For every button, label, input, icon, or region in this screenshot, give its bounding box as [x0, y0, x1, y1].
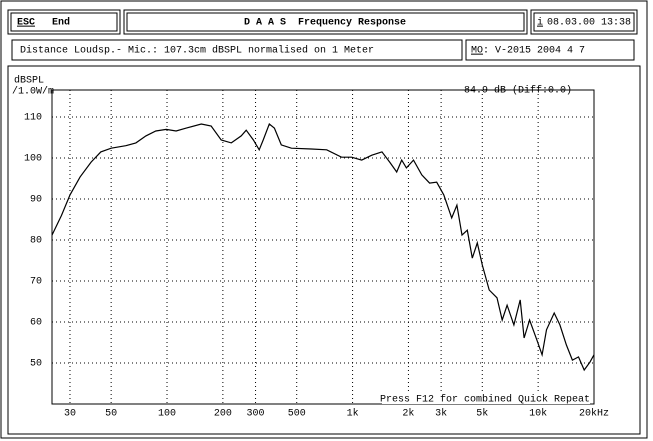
model: : V-2015 2004 4 7 — [483, 46, 585, 57]
level-annotation: 84.9 dB (Diff:0.0) — [464, 85, 572, 97]
y-axis-label: dBSPL — [14, 75, 44, 87]
x-tick-label: 30 — [64, 409, 76, 420]
x-tick-label: 1k — [347, 408, 359, 420]
esc-inner — [10, 12, 118, 32]
x-tick-label: 5k — [476, 408, 488, 420]
response-curve — [51, 123, 595, 372]
x-tick-label: 100 — [158, 409, 176, 420]
x-tick-label: 200 — [214, 409, 232, 420]
x-tick-label: 3k — [435, 408, 447, 420]
info-key[interactable]: i — [537, 17, 543, 29]
x-tick-label: 20kHz — [579, 408, 609, 420]
y-axis-label: /1.0W/m — [12, 86, 54, 98]
esc-key: ESC — [17, 18, 35, 29]
chart-frame — [7, 65, 641, 435]
datetime: 08.03.00 13:38 — [547, 18, 631, 29]
model-key: MO — [471, 46, 483, 57]
x-tick-label: 2k — [402, 408, 414, 420]
y-tick-label: 100 — [24, 154, 42, 165]
repeat-bg — [382, 394, 590, 404]
info-box — [11, 39, 463, 61]
measurement: Distance Loudsp.- Mic.: 107.3cm dBSPL no… — [20, 45, 374, 57]
esc-label: End — [52, 17, 70, 29]
x-tick-label: 10k — [529, 408, 547, 420]
y-tick-label: 90 — [30, 195, 42, 206]
model-box — [465, 39, 635, 61]
title-inner — [126, 12, 525, 32]
repeat-annotation: Press F12 for combined Quick Repeat — [380, 394, 590, 406]
x-tick-label: 300 — [247, 409, 265, 420]
y-tick-label: 60 — [30, 318, 42, 329]
y-tick-label: 80 — [30, 236, 42, 247]
title: D A A S Frequency Response — [244, 18, 406, 29]
y-tick-label: 70 — [30, 277, 42, 288]
y-tick-label: 50 — [30, 359, 42, 370]
x-tick-label: 50 — [105, 409, 117, 420]
date-inner — [533, 12, 635, 32]
y-tick-label: 110 — [24, 113, 42, 124]
x-tick-label: 500 — [288, 409, 306, 420]
